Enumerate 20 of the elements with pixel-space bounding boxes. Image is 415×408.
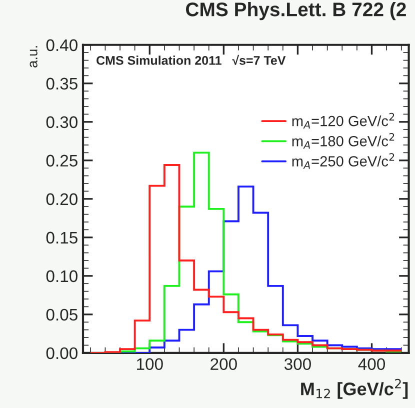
y-tick-label: 0.00 — [46, 347, 78, 360]
y-tick-label: 0.05 — [46, 308, 78, 321]
chart-title: CMS Phys.Lett. B 722 (2 — [186, 2, 406, 20]
y-tick-label: 0.30 — [46, 116, 78, 128]
y-tick-label: 0.35 — [46, 78, 78, 90]
x-tick-label: 400 — [358, 358, 386, 370]
x-tick-label: 100 — [137, 358, 163, 370]
y-tick-label: 0.40 — [46, 39, 78, 52]
x-axis-title: M$_{12}$ [GeV/c$^{2}$] — [301, 378, 408, 399]
x-tick-label: 200 — [210, 358, 237, 370]
annotation: CMS Simulation 2011 √s=7 TeV — [96, 54, 286, 65]
legend-label: m$_{A}$=120 GeV/c$^{2}$ — [292, 112, 394, 128]
y-tick-label: 0.15 — [46, 232, 78, 244]
y-axis-title: a.u. — [30, 46, 38, 68]
y-tick-label: 0.20 — [46, 193, 78, 206]
y-tick-label: 0.25 — [46, 154, 78, 167]
y-tick-label: 0.10 — [46, 270, 78, 282]
legend-label: m$_{A}$=250 GeV/c$^{2}$ — [292, 153, 394, 169]
legend-label: m$_{A}$=180 GeV/c$^{2}$ — [292, 133, 394, 149]
x-tick-label: 300 — [284, 358, 311, 370]
